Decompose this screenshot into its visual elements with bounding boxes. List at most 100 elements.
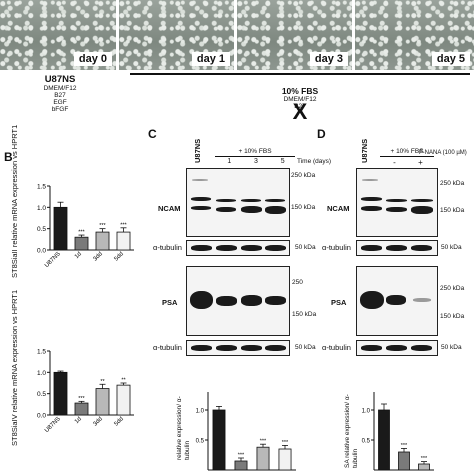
significance-label: *** xyxy=(260,439,267,445)
panel-c-mw-250: 250 kDa xyxy=(291,172,316,179)
category-label: U87NS xyxy=(44,416,62,434)
bar xyxy=(53,206,68,251)
y-tick-label: 0.5 xyxy=(37,391,46,398)
condition-b-medium: DMEM/F12 xyxy=(283,96,317,103)
panel-c-time-label: 1 xyxy=(227,158,232,165)
panel-d-psa-blot xyxy=(356,266,438,336)
panel-letter-c: C xyxy=(148,127,157,141)
panel-d-sign: + xyxy=(418,158,423,167)
micrograph-day5: day 5 xyxy=(355,0,474,70)
significance-label: *** xyxy=(401,443,408,449)
y-tick-label: 0.5 xyxy=(196,439,205,445)
y-tick-label: 1.5 xyxy=(37,349,46,356)
condition-b-medium: B27 xyxy=(294,103,306,110)
condition-b-bracket xyxy=(130,73,470,75)
panel-c-psa-mw-50: 50 kDa xyxy=(295,344,316,351)
bar xyxy=(74,236,89,251)
category-label: U87NS xyxy=(44,251,62,269)
panel-d-tubulin-blot-1 xyxy=(356,240,438,256)
panel-c-col-header: U87NS xyxy=(193,138,202,163)
panel-d-sign: - xyxy=(393,158,396,167)
panel-c-time-label: 5 xyxy=(280,158,285,165)
category-label: 1d xyxy=(74,251,83,260)
panel-c-ncam-label: NCAM xyxy=(158,204,181,213)
condition-a-medium: bFGF xyxy=(51,106,69,113)
y-tick-label: 0.0 xyxy=(37,248,46,255)
condition-b: 10% FBS DMEM/F12 B27 X xyxy=(240,86,360,123)
bar xyxy=(378,409,390,471)
panel-d-quant-chart: 1.0 0.5 *** *** xyxy=(362,392,434,471)
micrograph-label: day 3 xyxy=(309,52,348,66)
panel-c-time-label: 3 xyxy=(254,158,258,165)
y-tick-label: 0.5 xyxy=(362,439,371,445)
panel-c-tubulin-blot-1 xyxy=(186,240,290,256)
panel-b-ylabel-bottom: ST8SiaIV relative mRNA expression vs HPR… xyxy=(10,289,19,446)
panel-d-col-header: U87NS xyxy=(360,138,369,163)
category-label: 3dd xyxy=(93,251,104,262)
category-label: 3dd xyxy=(93,416,104,427)
category-label: 5dd xyxy=(114,251,125,262)
y-tick-label: 1.0 xyxy=(196,409,205,415)
panel-b-ylabel-top: ST8SiaII relative mRNA expression vs HPR… xyxy=(10,124,19,278)
panel-c-psa-mw-150: 150 kDa xyxy=(292,311,317,318)
condition-a-medium: B27 xyxy=(54,92,66,99)
micrograph-label: day 5 xyxy=(431,52,470,66)
panel-d-signs: - + xyxy=(382,158,434,167)
panel-d-treat-header: + 10% FBS xyxy=(390,148,424,155)
y-tick-label: 1.5 xyxy=(37,184,46,191)
panel-c-treat-bracket xyxy=(215,156,295,157)
micrograph-label: day 0 xyxy=(73,52,112,66)
significance-label: *** xyxy=(78,396,85,402)
panel-c-psa-blot xyxy=(186,266,290,336)
panel-c-quant-chart: 1.0 0.5 *** *** *** xyxy=(196,392,296,471)
panel-d-ncam-blot xyxy=(356,168,438,237)
panel-c-psa-label: PSA xyxy=(162,298,178,307)
panel-d-mw-50: 50 kDa xyxy=(441,244,462,251)
condition-b-title: 10% FBS xyxy=(281,86,319,96)
panel-c-time-labels: 1 3 5 xyxy=(216,158,296,165)
bar xyxy=(95,231,110,251)
y-tick-label: 1.0 xyxy=(37,370,46,377)
panel-c-mw-150: 150 kDa xyxy=(291,204,316,211)
significance-label: ** xyxy=(121,378,126,384)
panel-d-psa-mw-150: 150 kDa xyxy=(440,313,465,320)
condition-a-medium: EGF xyxy=(53,99,67,106)
panel-d-psa-mw-50: 50 kDa xyxy=(441,344,462,351)
panel-d-mw-250: 250 kDa xyxy=(440,180,465,187)
y-tick-label: 1.0 xyxy=(37,205,46,212)
bar xyxy=(398,451,410,471)
significance-label: ** xyxy=(100,379,105,385)
bar xyxy=(256,446,270,471)
panel-c-mw-50: 50 kDa xyxy=(295,244,316,251)
significance-label: *** xyxy=(282,440,289,446)
micrograph-label: day 1 xyxy=(191,52,230,66)
condition-a: U87NS DMEM/F12 B27 EGF bFGF xyxy=(30,74,90,113)
bar xyxy=(234,460,248,471)
cross-mark: X xyxy=(292,99,308,124)
bar xyxy=(418,463,430,471)
panel-c-time-unit: Time (days) xyxy=(297,158,332,165)
bar xyxy=(95,388,110,416)
panel-d-ncam-label: NCAM xyxy=(327,204,350,213)
bar xyxy=(116,384,131,416)
panel-c-ncam-blot xyxy=(186,168,290,237)
panel-letter-d: D xyxy=(317,127,326,141)
condition-b-medium-crossed: B27 X xyxy=(240,101,360,123)
panel-c-tubulin-label-1: α-tubulin xyxy=(153,243,182,252)
y-tick-label: 0.5 xyxy=(37,226,46,233)
bar xyxy=(53,371,68,416)
panel-c-tubulin-label-2: α-tubulin xyxy=(153,343,182,352)
significance-label: *** xyxy=(99,223,106,229)
significance-label: *** xyxy=(78,230,85,236)
panel-letter-b: B xyxy=(4,150,13,164)
bar xyxy=(116,231,131,251)
panel-d-psa-label: PSA xyxy=(331,298,347,307)
significance-label: *** xyxy=(421,456,428,462)
condition-a-title: U87NS xyxy=(44,74,76,85)
panel-d-tubulin-blot-2 xyxy=(356,340,438,356)
panel-c-tubulin-blot-2 xyxy=(186,340,290,356)
panel-c-treat-header: + 10% FBS xyxy=(238,148,272,155)
panel-d-mw-150: 150 kDa xyxy=(440,207,465,214)
